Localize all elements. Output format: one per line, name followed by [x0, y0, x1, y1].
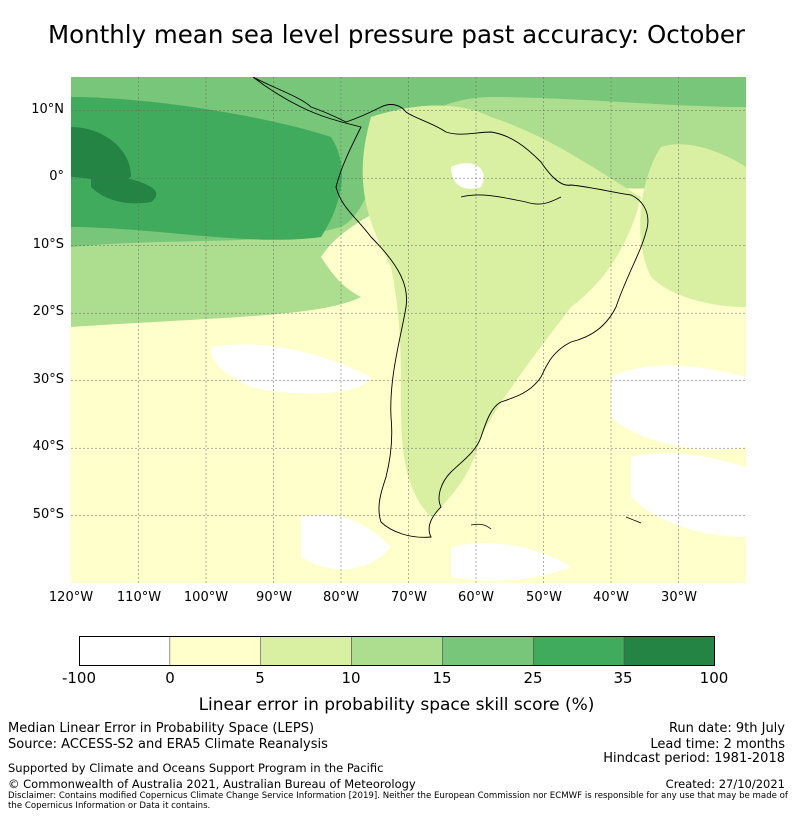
lat-tick-label: 10°N [31, 102, 64, 117]
chart-title: Monthly mean sea level pressure past acc… [47, 20, 746, 49]
skill-region [211, 344, 371, 394]
colorbar-tick-label: -100 [61, 669, 97, 687]
coastline [460, 194, 562, 205]
footer-support: Supported by Climate and Oceans Support … [8, 761, 384, 775]
colorbar-tick-label: 10 [341, 669, 361, 687]
colorbar-segment [260, 636, 352, 666]
skill-region [301, 514, 391, 570]
lat-tick-label: 40°S [32, 439, 64, 454]
colorbar-tick-label: 100 [699, 669, 729, 687]
footer-disclaimer: Disclaimer: Contains modified Copernicus… [8, 791, 788, 811]
colorbar-border [79, 636, 715, 666]
lat-tick-label: 0° [49, 169, 64, 184]
colorbar-segment [351, 636, 443, 666]
lon-tick-label: 60°W [458, 590, 494, 605]
skill-region [631, 452, 746, 537]
skill-region [362, 105, 641, 517]
colorbar-tick-label: 35 [613, 669, 633, 687]
skill-region [451, 543, 571, 581]
skill-region [71, 257, 361, 327]
coastline [252, 77, 649, 538]
skill-region [611, 365, 746, 450]
lat-tick-label: 30°S [32, 372, 64, 387]
colorbar-segment [442, 636, 534, 666]
footer-hindcast: Hindcast period: 1981-2018 [603, 751, 785, 766]
lon-tick-label: 70°W [391, 590, 427, 605]
colorbar-segment [532, 636, 625, 666]
lon-tick-label: 110°W [116, 590, 162, 605]
lon-tick-label: 120°W [48, 590, 94, 605]
skill-region [91, 172, 157, 204]
lat-tick-label: 10°S [32, 237, 64, 252]
colorbar-segment [79, 636, 171, 666]
colorbar-tick-label: 0 [165, 669, 175, 687]
coastline [625, 516, 642, 524]
skill-region [71, 97, 342, 240]
colorbar-segment [169, 636, 262, 666]
lon-tick-label: 40°W [593, 590, 629, 605]
skill-map [71, 77, 746, 583]
skill-region [451, 163, 484, 189]
gridlines [71, 77, 746, 583]
colorbar-tick-label: 5 [255, 669, 265, 687]
lon-tick-label: 90°W [256, 590, 292, 605]
lat-tick-label: 20°S [32, 304, 64, 319]
coastline [470, 523, 492, 530]
colorbar-label: Linear error in probability space skill … [198, 695, 595, 715]
footer-copyright: © Commonwealth of Australia 2021, Austra… [8, 777, 416, 791]
colorbar-tick-label: 25 [523, 669, 543, 687]
colorbar [79, 636, 715, 666]
skill-region [640, 144, 746, 307]
footer-created: Created: 27/10/2021 [665, 777, 785, 791]
colorbar-segment [623, 636, 715, 666]
footer-method: Median Linear Error in Probability Space… [8, 721, 315, 736]
lon-tick-label: 100°W [183, 590, 229, 605]
colorbar-tick-label: 15 [432, 669, 452, 687]
lon-tick-label: 50°W [526, 590, 562, 605]
footer-run-date: Run date: 9th July [668, 721, 785, 736]
lat-tick-label: 50°S [32, 507, 64, 522]
footer-lead-time: Lead time: 2 months [650, 737, 785, 752]
lon-tick-label: 80°W [323, 590, 359, 605]
footer-source: Source: ACCESS-S2 and ERA5 Climate Reana… [8, 737, 328, 752]
lon-tick-label: 30°W [661, 590, 697, 605]
skill-region [71, 127, 131, 182]
